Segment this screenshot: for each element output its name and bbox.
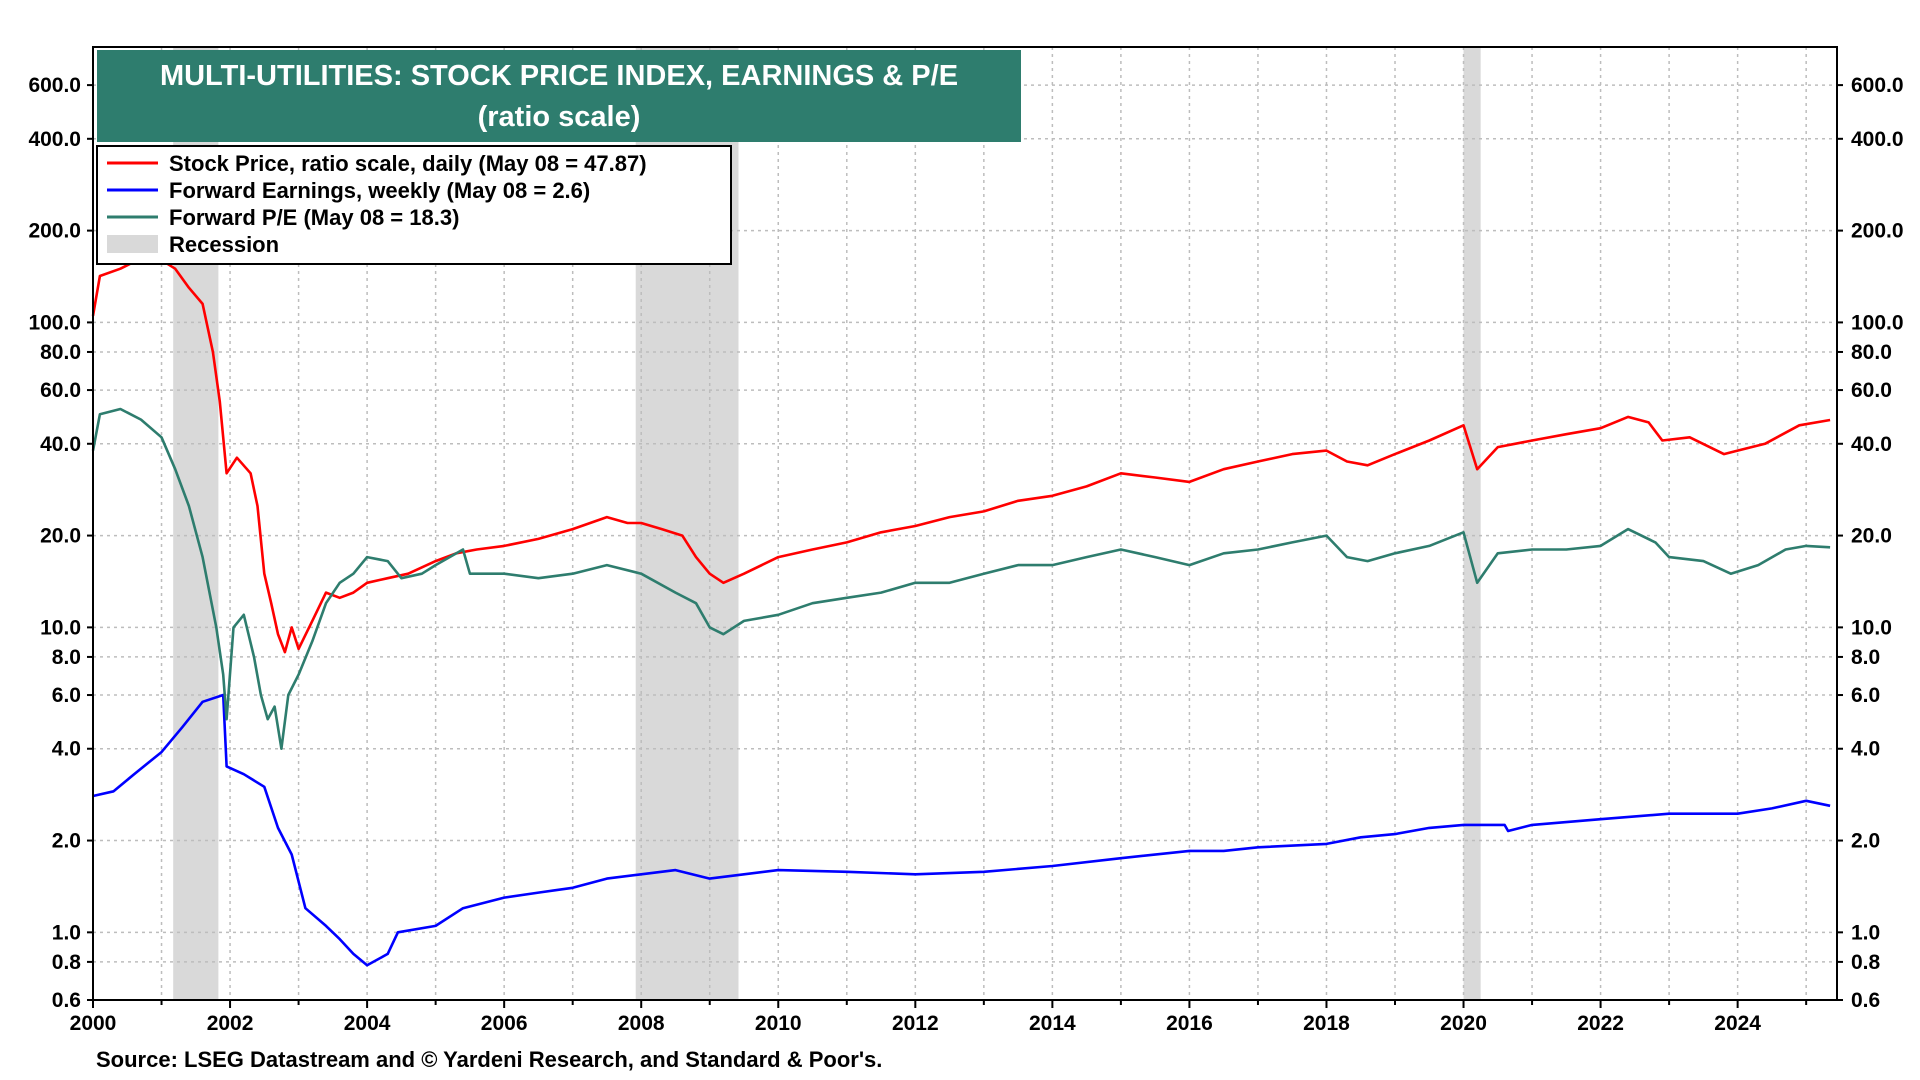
y-tick-label-left: 600.0 <box>28 74 81 97</box>
x-tick-label: 2002 <box>207 1012 254 1035</box>
y-tick-label-left: 400.0 <box>28 128 81 151</box>
y-tick-label-left: 0.6 <box>52 989 81 1012</box>
y-tick-label-right: 6.0 <box>1851 684 1880 707</box>
x-tick-label: 2022 <box>1577 1012 1624 1035</box>
axis-ticks: 0.6 0.6 0.8 0.8 1.0 1.0 2.0 2.0 4.0 4.0 6.0 6.0 8.0 8… <box>28 74 1903 1035</box>
y-tick-label-right: 1.0 <box>1851 921 1880 944</box>
y-tick-label-right: 20.0 <box>1851 525 1892 548</box>
y-tick-label-right: 0.6 <box>1851 989 1880 1012</box>
x-tick-label: 2014 <box>1029 1012 1076 1035</box>
x-tick-label: 2008 <box>618 1012 665 1035</box>
y-tick-label-left: 4.0 <box>52 738 81 761</box>
legend-label: Forward Earnings, weekly (May 08 = 2.6) <box>169 178 590 203</box>
x-tick-label: 2010 <box>755 1012 802 1035</box>
series-line-forward-pe <box>91 407 1831 750</box>
x-tick-label: 2016 <box>1166 1012 1213 1035</box>
y-tick-label-left: 20.0 <box>40 525 81 548</box>
title-box: MULTI-UTILITIES: STOCK PRICE INDEX, EARN… <box>97 50 1021 142</box>
series-line-stock-price <box>91 254 1831 654</box>
x-tick-label: 2018 <box>1303 1012 1350 1035</box>
source-note: Source: LSEG Datastream and © Yardeni Re… <box>96 1047 882 1072</box>
y-tick-label-right: 0.8 <box>1851 951 1881 974</box>
y-tick-label-right: 60.0 <box>1851 379 1892 402</box>
legend-label: Recession <box>169 232 279 257</box>
x-tick-label: 2020 <box>1440 1012 1487 1035</box>
y-tick-label-right: 200.0 <box>1851 220 1904 243</box>
y-tick-label-left: 200.0 <box>28 220 81 243</box>
y-tick-label-left: 80.0 <box>40 341 81 364</box>
y-tick-label-left: 0.8 <box>52 951 82 974</box>
y-tick-label-right: 600.0 <box>1851 74 1904 97</box>
y-tick-label-right: 4.0 <box>1851 738 1880 761</box>
legend-box <box>96 145 732 265</box>
y-tick-label-left: 10.0 <box>40 616 81 639</box>
x-tick-label: 2024 <box>1714 1012 1761 1035</box>
recession-band <box>1463 47 1481 1000</box>
title-background <box>97 50 1021 142</box>
x-tick-label: 2012 <box>892 1012 939 1035</box>
chart-subtitle: (ratio scale) <box>478 101 641 133</box>
y-tick-label-right: 400.0 <box>1851 128 1904 151</box>
y-tick-label-left: 6.0 <box>52 684 81 707</box>
y-tick-label-left: 1.0 <box>52 921 81 944</box>
x-tick-label: 2000 <box>70 1012 117 1035</box>
series-lines <box>91 254 1831 967</box>
chart-title: MULTI-UTILITIES: STOCK PRICE INDEX, EARN… <box>160 60 958 92</box>
y-tick-label-right: 2.0 <box>1851 830 1880 853</box>
plot-frame <box>92 46 1838 1001</box>
x-tick-label: 2004 <box>344 1012 391 1035</box>
legend-label: Forward P/E (May 08 = 18.3) <box>169 205 459 230</box>
y-tick-label-right: 80.0 <box>1851 341 1892 364</box>
y-tick-label-left: 8.0 <box>52 646 81 669</box>
y-tick-label-right: 8.0 <box>1851 646 1880 669</box>
series-line-forward-earnings <box>92 693 1831 967</box>
y-tick-label-left: 40.0 <box>40 433 81 456</box>
y-tick-label-left: 60.0 <box>40 379 81 402</box>
y-tick-label-right: 10.0 <box>1851 616 1892 639</box>
gridlines <box>92 47 1837 1001</box>
y-tick-label-left: 2.0 <box>52 830 81 853</box>
legend: Stock Price, ratio scale, daily (May 08 … <box>96 145 732 265</box>
legend-label: Stock Price, ratio scale, daily (May 08 … <box>169 151 647 176</box>
y-tick-label-right: 40.0 <box>1851 433 1892 456</box>
legend-swatch <box>107 235 158 253</box>
y-tick-label-left: 100.0 <box>28 311 81 334</box>
x-tick-label: 2006 <box>481 1012 528 1035</box>
y-tick-label-right: 100.0 <box>1851 311 1904 334</box>
